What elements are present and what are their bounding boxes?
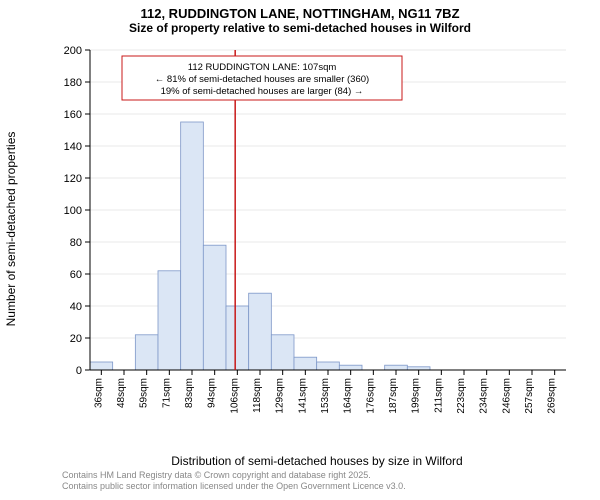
svg-text:40: 40: [70, 301, 82, 313]
svg-text:0: 0: [76, 365, 82, 377]
x-tick-label: 234sqm: [479, 378, 490, 414]
histogram-bar: [339, 365, 362, 370]
annotation-line: 19% of semi-detached houses are larger (…: [161, 86, 364, 97]
x-tick-label: 141sqm: [297, 378, 308, 414]
svg-text:80: 80: [70, 237, 82, 249]
svg-text:60: 60: [70, 269, 82, 281]
attribution-text: Contains HM Land Registry data © Crown c…: [62, 470, 572, 493]
annotation-line: ← 81% of semi-detached houses are smalle…: [155, 74, 369, 85]
histogram-bar: [317, 362, 340, 370]
histogram-bar: [294, 357, 317, 370]
histogram-bar: [90, 362, 113, 370]
attribution-line1: Contains HM Land Registry data © Crown c…: [62, 470, 572, 481]
svg-text:140: 140: [64, 141, 82, 153]
x-tick-label: 36sqm: [93, 378, 104, 408]
x-tick-label: 106sqm: [229, 378, 240, 414]
x-tick-label: 48sqm: [116, 378, 127, 408]
x-tick-label: 187sqm: [388, 378, 399, 414]
svg-text:180: 180: [64, 77, 82, 89]
x-tick-label: 83sqm: [184, 378, 195, 408]
svg-text:160: 160: [64, 109, 82, 121]
annotation-line: 112 RUDDINGTON LANE: 107sqm: [188, 62, 337, 73]
histogram-svg: 0 20 40 60 80 100 120 140 160 180 200 36sqm 48sqm 59s…: [62, 44, 572, 414]
svg-text:100: 100: [64, 205, 82, 217]
histogram-bar: [181, 122, 204, 370]
x-tick-label: 129sqm: [275, 378, 286, 414]
chart-title-sub: Size of property relative to semi-detach…: [0, 21, 600, 39]
histogram-bar: [158, 271, 181, 370]
x-tick-label: 94sqm: [207, 378, 218, 408]
attribution-line2: Contains public sector information licen…: [62, 481, 572, 492]
chart-container: 112, RUDDINGTON LANE, NOTTINGHAM, NG11 7…: [0, 0, 600, 500]
chart-title-main: 112, RUDDINGTON LANE, NOTTINGHAM, NG11 7…: [0, 0, 600, 21]
x-tick-label: 199sqm: [411, 378, 422, 414]
svg-text:200: 200: [64, 45, 82, 57]
histogram-bar: [135, 335, 158, 370]
histogram-bar: [271, 335, 294, 370]
x-tick-label: 211sqm: [433, 378, 444, 413]
x-tick-label: 71sqm: [161, 378, 172, 408]
histogram-bar: [203, 245, 226, 370]
x-tick-label: 257sqm: [524, 378, 535, 414]
x-tick-label: 118sqm: [252, 378, 263, 413]
x-tick-label: 176sqm: [365, 378, 376, 414]
histogram-bar: [249, 293, 272, 370]
x-tick-label: 223sqm: [456, 378, 467, 414]
x-axis-label: Distribution of semi-detached houses by …: [62, 454, 572, 468]
x-tick-label: 246sqm: [501, 378, 512, 414]
x-tick-label: 59sqm: [139, 378, 150, 408]
svg-text:120: 120: [64, 173, 82, 185]
x-tick-label: 153sqm: [320, 378, 331, 414]
plot-area: 0 20 40 60 80 100 120 140 160 180 200 36sqm 48sqm 59s…: [62, 44, 572, 414]
histogram-bar: [385, 365, 408, 370]
svg-text:20: 20: [70, 333, 82, 345]
x-tick-label: 164sqm: [343, 378, 354, 414]
histogram-bar: [226, 306, 249, 370]
x-tick-label: 269sqm: [547, 378, 558, 414]
y-axis-label: Number of semi-detached properties: [4, 44, 20, 414]
